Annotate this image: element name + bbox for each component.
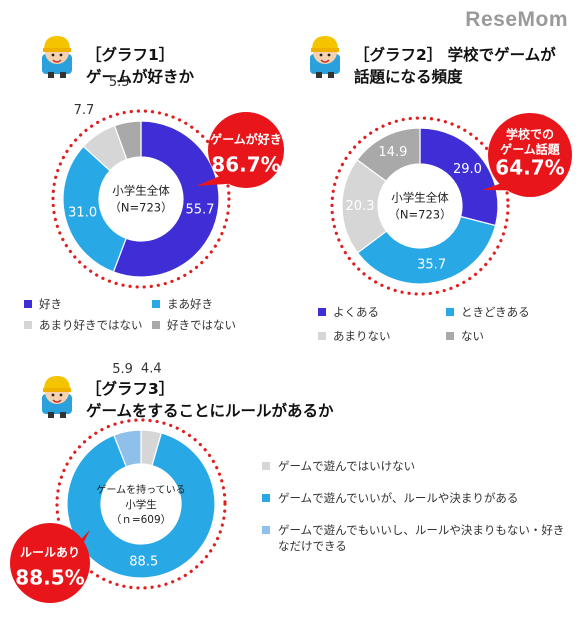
legend-label: まあ好き (167, 297, 213, 311)
legend-item: まあ好き (152, 296, 213, 312)
chart-2-data-label: 14.9 (378, 145, 407, 160)
chart-1-legend: 好き まあ好き あまり好きではない 好きではない (24, 296, 274, 333)
chart-1-center-label: 小学生全体 (112, 184, 170, 198)
legend-swatch (152, 321, 160, 329)
chart-1-slice (112, 120, 220, 278)
child-illustration-icon (42, 36, 72, 78)
chart-1-dotted-ring (51, 109, 231, 289)
chart-3-data-label: 4.4 (141, 361, 162, 376)
legend-item: よくある (318, 304, 446, 320)
chart-1-callout (208, 112, 284, 188)
legend-item: ゲームで遊んではいけない (262, 458, 572, 474)
chart-3-title-line2: ゲームをすることにルールがあるか (86, 402, 334, 420)
legend-label: ない (461, 329, 484, 343)
chart-2-callout-text: ゲーム話題 (500, 142, 561, 157)
chart-2-callout-text: 64.7% (495, 156, 564, 180)
chart-3-title-line1: ［グラフ3］ (86, 380, 175, 398)
legend-swatch (24, 300, 32, 308)
chart-3-legend: ゲームで遊んではいけない ゲームで遊んでいいが、ルールや決まりがある ゲームで遊… (262, 458, 572, 570)
chart-2-data-label: 35.7 (417, 257, 446, 272)
chart-1-center (99, 157, 183, 241)
legend-swatch (24, 321, 32, 329)
chart-3-center (101, 464, 181, 544)
legend-label: ときどきある (461, 305, 530, 319)
legend-item: 好きではない (152, 317, 236, 333)
legend-label: ゲームで遊んではいけない (278, 459, 416, 473)
chart-2-callout (488, 113, 572, 197)
legend-label: 好きではない (167, 318, 236, 332)
legend-swatch (446, 332, 454, 340)
legend-label: あまり好きではない (39, 318, 143, 332)
legend-swatch (262, 526, 270, 534)
chart-2-title-line2: 話題になる頻度 (354, 68, 463, 86)
chart-1-title-line1: ［グラフ1］ (86, 46, 175, 64)
legend-item: ときどきある (446, 304, 530, 320)
legend-item: ゲームで遊んでいいが、ルールや決まりがある (262, 490, 572, 506)
chart-1-callout-text: ゲームが好き (210, 132, 282, 147)
legend-item: ゲームで遊んでもいいし、ルールや決まりもない・好きなだけできる (262, 522, 572, 554)
chart-2-center-n: （N=723） (388, 208, 451, 222)
legend-label: ゲームで遊んでいいが、ルールや決まりがある (278, 491, 519, 505)
child-illustration-icon (310, 36, 340, 78)
legend-item: あまり好きではない (24, 317, 152, 333)
site-logo: ReseMom (465, 8, 568, 31)
chart-1-data-label: 31.0 (68, 205, 97, 220)
chart-3-center-n: （ｎ=609） (111, 514, 171, 526)
chart-3-callout-text: 88.5% (15, 566, 84, 590)
chart-1-data-label: 55.7 (186, 202, 215, 217)
chart-3-title: ［グラフ3］ ゲームをすることにルールがあるか (86, 378, 334, 422)
chart-2-dotted-ring (330, 116, 510, 296)
legend-swatch (318, 332, 326, 340)
chart-1-center-n: （N=723） (109, 201, 172, 215)
chart-1-callout-text: 86.7% (211, 153, 280, 177)
legend-swatch (152, 300, 160, 308)
legend-label: あまりない (333, 329, 391, 343)
legend-item: 好き (24, 296, 152, 312)
legend-label: よくある (333, 305, 379, 319)
chart-3-data-label: 88.5 (129, 554, 158, 569)
chart-2-data-label: 20.3 (346, 199, 375, 214)
legend-label: 好き (39, 297, 62, 311)
child-illustration-icon (42, 376, 72, 418)
chart-3-callout-text: ルールあり (20, 546, 80, 560)
legend-label: ゲームで遊んでもいいし、ルールや決まりもない・好きなだけできる (278, 523, 565, 553)
chart-3-center-label2: 小学生 (125, 498, 157, 511)
chart-2-data-label: 29.0 (453, 162, 482, 177)
chart-2-title: ［グラフ2］ 学校でゲームが 話題になる頻度 (354, 44, 556, 88)
chart-3-center-label: ゲームを持っている (96, 483, 185, 496)
legend-item: ない (446, 328, 484, 344)
chart-2-legend: よくある ときどきある あまりない ない (318, 304, 568, 344)
chart-2-center (378, 164, 462, 248)
chart-3-callout (10, 523, 90, 603)
legend-item: あまりない (318, 328, 446, 344)
legend-swatch (262, 494, 270, 502)
legend-swatch (262, 462, 270, 470)
chart-1-title-line2: ゲームが好きか (86, 68, 195, 86)
chart-3-dotted-ring (55, 418, 227, 590)
chart-1-data-label: 7.7 (74, 103, 95, 118)
legend-swatch (446, 308, 454, 316)
chart-3-data-label: 5.9 (112, 362, 133, 377)
chart-1-title: ［グラフ1］ ゲームが好きか (86, 44, 194, 88)
chart-2-title-line1: ［グラフ2］ 学校でゲームが (354, 46, 556, 64)
chart-2-center-label: 小学生全体 (391, 191, 449, 205)
chart-2-callout-text: 学校での (506, 127, 554, 142)
legend-swatch (318, 308, 326, 316)
chart-1-data-label: 5.5 (109, 75, 130, 90)
